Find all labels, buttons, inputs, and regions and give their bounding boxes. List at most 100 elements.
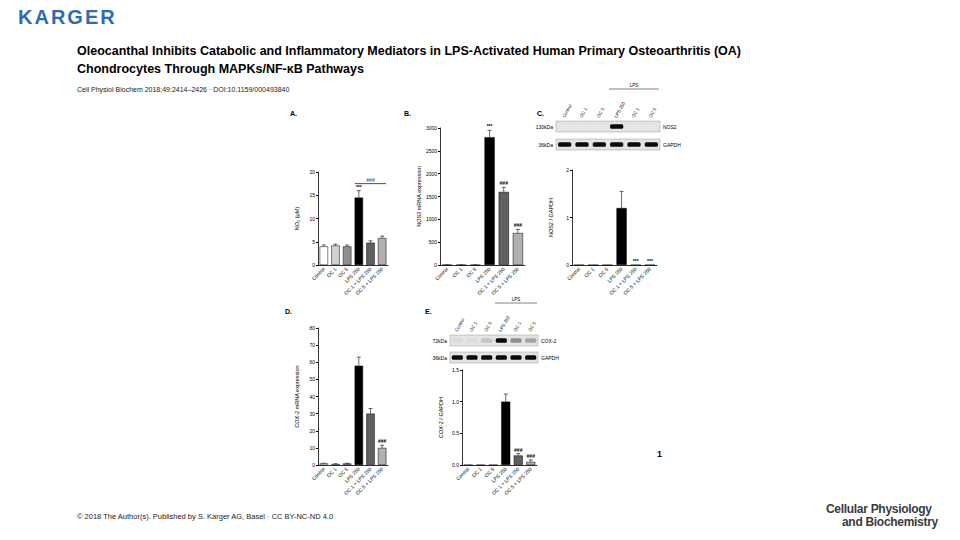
svg-text:80: 80 [309,325,315,331]
svg-text:NOS2 mRNA expression: NOS2 mRNA expression [416,166,422,227]
svg-text:OC 5: OC 5 [648,106,658,118]
svg-text:***: *** [487,123,493,129]
svg-text:OC 5: OC 5 [527,320,537,332]
svg-text:COX-2 mRNA expression: COX-2 mRNA expression [294,365,300,427]
svg-text:OC 5: OC 5 [596,106,606,118]
svg-text:OC 1: OC 1 [451,266,464,279]
svg-text:OC 5 + LPS 250: OC 5 + LPS 250 [490,266,520,296]
svg-text:LPS 250: LPS 250 [605,265,624,284]
html-text:Oleocanthal Inhibits Catabolic: Oleocanthal Inhibits Catabolic and Infla… [77,44,741,58]
svg-text:LPS: LPS [512,297,521,302]
svg-text:130kDa: 130kDa [536,124,553,130]
html-text:KARGER: KARGER [18,6,117,28]
svg-text:1: 1 [566,215,569,221]
svg-text:20: 20 [309,169,315,175]
svg-text:OC 5 + LPS 250: OC 5 + LPS 250 [503,466,533,496]
html-text:and Biochemistry: and Biochemistry [842,515,938,529]
svg-text:###: ### [366,177,375,183]
svg-text:72kDa: 72kDa [433,338,448,344]
svg-text:0: 0 [566,262,569,268]
svg-text:LPS 250: LPS 250 [343,265,361,284]
svg-text:2500: 2500 [426,148,437,154]
svg-text:Control: Control [566,266,582,282]
svg-text:OC 5: OC 5 [336,265,350,279]
svg-text:NO₂ (µM): NO₂ (µM) [294,207,300,230]
svg-text:OC 1: OC 1 [325,266,338,279]
svg-text:OC 5: OC 5 [483,320,493,332]
svg-text:OC 5: OC 5 [597,265,610,279]
svg-text:OC 5 + LPS 250: OC 5 + LPS 250 [354,466,384,496]
svg-text:GAPDH: GAPDH [663,142,681,148]
svg-text:###: ### [500,180,509,186]
svg-text:1000: 1000 [426,216,437,222]
svg-text:***: *** [633,258,639,264]
svg-text:LPS 250: LPS 250 [343,465,361,484]
svg-text:Control: Control [561,103,573,118]
svg-text:500: 500 [429,239,438,245]
svg-text:OC 1 + LPS 250: OC 1 + LPS 250 [342,265,373,296]
svg-text:2: 2 [566,167,569,173]
svg-text:5: 5 [312,239,315,245]
svg-text:OC 1 + LPS 250: OC 1 + LPS 250 [342,465,373,496]
svg-text:OC 1: OC 1 [579,106,589,118]
svg-text:###: ### [378,438,387,444]
svg-text:0: 0 [434,262,437,268]
svg-text:###: ### [514,447,523,453]
svg-text:OC 1 + LPS 250: OC 1 + LPS 250 [607,265,638,296]
svg-text:OC 5 + LPS 250: OC 5 + LPS 250 [622,266,652,296]
svg-text:10: 10 [309,445,315,451]
svg-text:NOS2 / GAPDH: NOS2 / GAPDH [548,198,554,237]
svg-text:OC 1: OC 1 [469,320,479,332]
svg-text:0.5: 0.5 [452,430,459,436]
svg-text:Control: Control [310,266,326,282]
svg-text:LPS 250: LPS 250 [498,315,511,333]
svg-text:OC 1: OC 1 [325,466,338,479]
svg-text:###: ### [514,222,523,228]
svg-text:OC 5 + LPS 250: OC 5 + LPS 250 [354,266,384,296]
svg-text:0: 0 [312,262,315,268]
svg-text:36kDa: 36kDa [539,142,554,148]
svg-text:Control: Control [455,466,471,482]
svg-text:OC 5: OC 5 [336,465,350,479]
svg-text:1.0: 1.0 [452,399,459,405]
svg-text:Control: Control [454,317,466,332]
svg-text:1.5: 1.5 [452,367,459,373]
svg-text:OC 1 + LPS 250: OC 1 + LPS 250 [490,465,521,496]
svg-text:NOS2: NOS2 [663,124,677,130]
svg-text:30: 30 [309,411,315,417]
svg-text:LPS: LPS [630,83,639,88]
svg-text:OC 1: OC 1 [513,320,523,332]
svg-text:36kDa: 36kDa [433,355,448,361]
svg-text:10: 10 [309,216,315,222]
svg-text:1500: 1500 [426,194,437,200]
svg-text:OC 1: OC 1 [470,466,483,479]
svg-text:GAPDH: GAPDH [541,355,559,361]
svg-text:LPS 250: LPS 250 [490,465,508,484]
svg-text:15: 15 [309,192,315,198]
html-text:Chondrocytes Through MAPKs/NF-: Chondrocytes Through MAPKs/NF-κB Pathway… [77,62,364,76]
svg-text:60: 60 [309,359,315,365]
svg-text:###: ### [527,453,536,459]
svg-text:COX-2 / GAPDH: COX-2 / GAPDH [438,397,444,438]
svg-text:LPS 250: LPS 250 [613,101,626,119]
svg-text:OC 5: OC 5 [465,265,478,279]
svg-text:***: *** [647,258,653,264]
svg-text:2000: 2000 [426,171,437,177]
svg-text:Control: Control [434,266,450,282]
svg-text:OC 1 + LPS 250: OC 1 + LPS 250 [475,265,506,296]
svg-text:***: *** [356,184,362,190]
svg-text:0.0: 0.0 [452,462,459,468]
svg-text:Control: Control [310,466,326,482]
svg-text:20: 20 [309,428,315,434]
svg-text:LPS 250: LPS 250 [473,265,492,284]
svg-text:0: 0 [312,462,315,468]
svg-text:50: 50 [309,376,315,382]
svg-text:3000: 3000 [426,125,437,131]
svg-text:70: 70 [309,342,315,348]
svg-text:OC 1: OC 1 [631,106,641,118]
html-text:Cellular Physiology: Cellular Physiology [826,502,932,516]
svg-text:40: 40 [309,394,315,400]
svg-text:OC 1: OC 1 [583,266,596,279]
svg-text:COX-2: COX-2 [541,338,557,344]
svg-text:OC 5: OC 5 [482,465,496,479]
